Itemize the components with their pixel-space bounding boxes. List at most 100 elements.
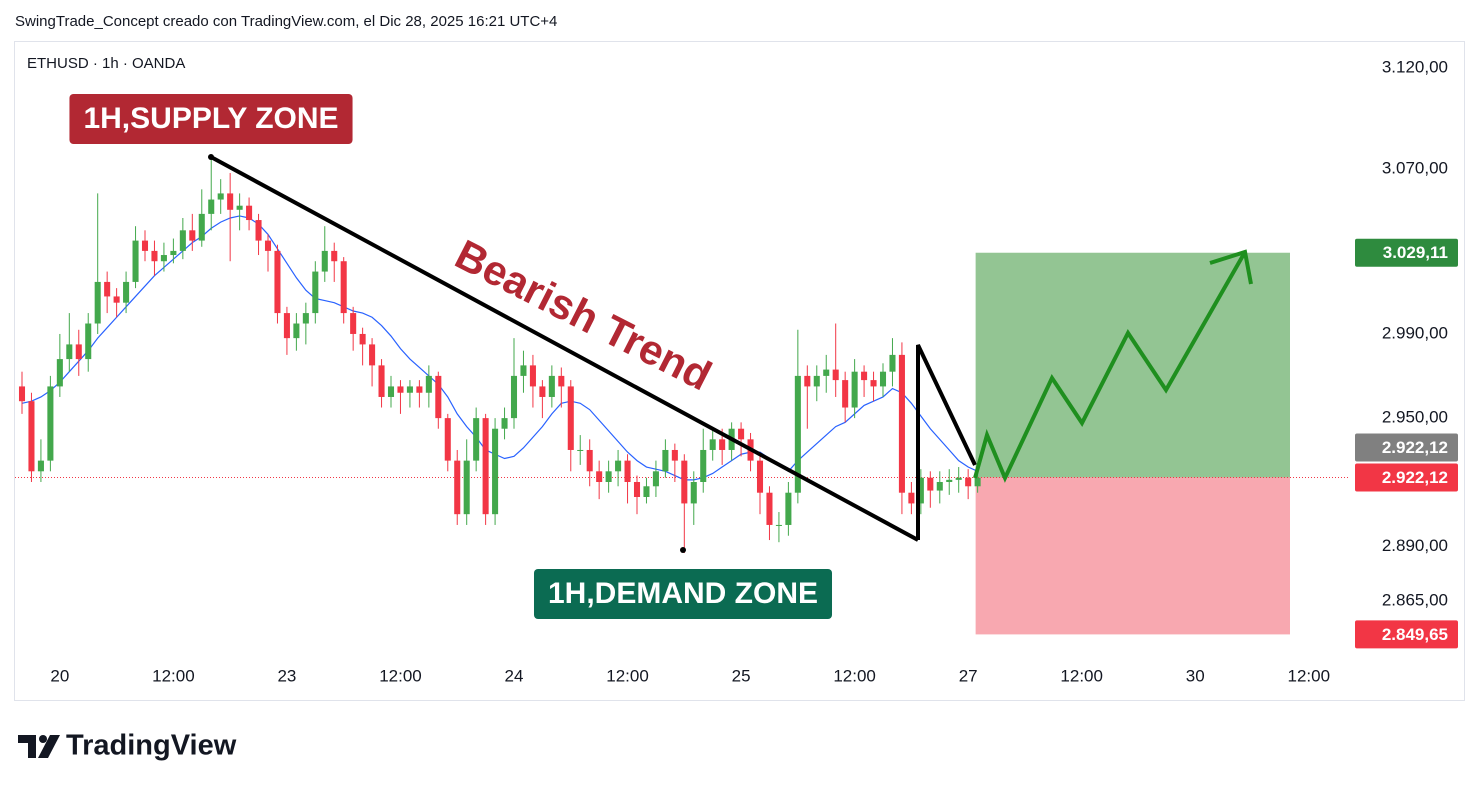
candle-body [652,471,659,487]
candle-body [927,477,934,491]
candle-body [217,193,224,200]
candle-body [56,359,63,387]
profit-zone [975,252,1290,478]
candle-body [690,481,697,504]
candle-body [293,323,300,339]
candle-body [123,281,130,303]
zone-label: 1H,DEMAND ZONE [548,577,818,610]
candle-body [94,281,101,324]
candle-body [198,213,205,241]
candle-body [520,365,527,376]
candle-body [700,449,707,482]
candle-body [132,240,139,282]
x-tick-label: 12:00 [833,666,876,685]
candle-body [255,220,262,241]
candle-body [586,449,593,472]
logo-shape [38,735,60,758]
candle-body [946,479,953,482]
candle-body [823,369,830,376]
y-tick-label: 2.990,00 [1382,323,1448,342]
moving-average [21,215,978,481]
candle-body [813,375,820,387]
candle-body [189,230,196,241]
candle-body [425,375,432,393]
candle-body [492,428,499,515]
candle-body [283,313,290,339]
candle-body [179,230,186,251]
candle-body [974,477,981,487]
candle-body [66,344,73,360]
candle-body [227,193,234,210]
candle-body [454,460,461,515]
candle-body [955,477,962,480]
candle-body [350,313,357,334]
x-tick-label: 25 [732,666,751,685]
candle-body [738,428,745,440]
candle-body [160,255,167,262]
candle-body [965,477,972,487]
candle-body [671,449,678,461]
candle-body [548,375,555,397]
candle-body [482,418,489,515]
x-tick-label: 20 [50,666,69,685]
candle-body [529,365,536,387]
y-tick-label: 2.950,00 [1382,408,1448,427]
candle-body [766,492,773,525]
y-tick-label: 3.070,00 [1382,158,1448,177]
x-tick-label: 12:00 [1060,666,1103,685]
candle-body [302,313,309,324]
candle-body [85,323,92,360]
price-label: 3.029,11 [1383,243,1448,262]
candle-body [898,354,905,493]
candle-body [643,486,650,497]
candle-body [397,386,404,393]
logo-shape [18,735,36,758]
price-label: 2.849,65 [1382,625,1448,644]
candle-body [908,492,915,504]
candle-body [104,281,111,297]
price-label-box [1355,433,1458,462]
projection-arrow [973,251,1247,483]
price-label-box [1355,620,1458,649]
candle-body [596,471,603,482]
candle-body [662,449,669,472]
candle-body [804,375,811,387]
candle-body [463,460,470,515]
candle-body [756,460,764,493]
candle-body [709,439,716,450]
candle-body [378,365,385,397]
anchor-dot [680,547,686,553]
x-tick-label: 12:00 [152,666,195,685]
candle-body [605,471,612,482]
candle-body [387,386,395,397]
candle-body [369,344,376,366]
plot-area: 3.120,00 3.070,00 2.990,00 2.950,00 2.890,00… [15,57,1458,685]
candle-body [236,205,243,210]
candle-body [633,481,641,497]
candle-body [719,439,726,450]
candle-body [936,481,943,491]
candle-body [141,240,149,251]
candle-body [794,375,801,493]
candle-body [312,271,319,314]
x-tick-label: 24 [505,666,524,685]
candle-body [870,380,877,387]
candle-body [75,344,82,360]
candle-body [539,386,546,397]
x-tick-label: 12:00 [1288,666,1331,685]
candle-body [170,250,177,256]
candle-body [359,333,366,345]
y-tick-label: 2.890,00 [1382,536,1448,555]
candle-body [406,386,413,393]
candle-body [340,261,347,314]
zone-label: 1H,SUPPLY ZONE [83,102,338,135]
candle-body [444,418,451,461]
candle-body [681,460,688,504]
price-label: 2.922,12 [1382,468,1448,487]
candle-body [501,418,508,429]
candle-body [264,240,272,251]
candle-body [917,477,924,504]
candle-body [435,375,442,419]
symbol-title: ETHUSD · 1h · OANDA [27,55,185,72]
candle-body [28,401,35,472]
